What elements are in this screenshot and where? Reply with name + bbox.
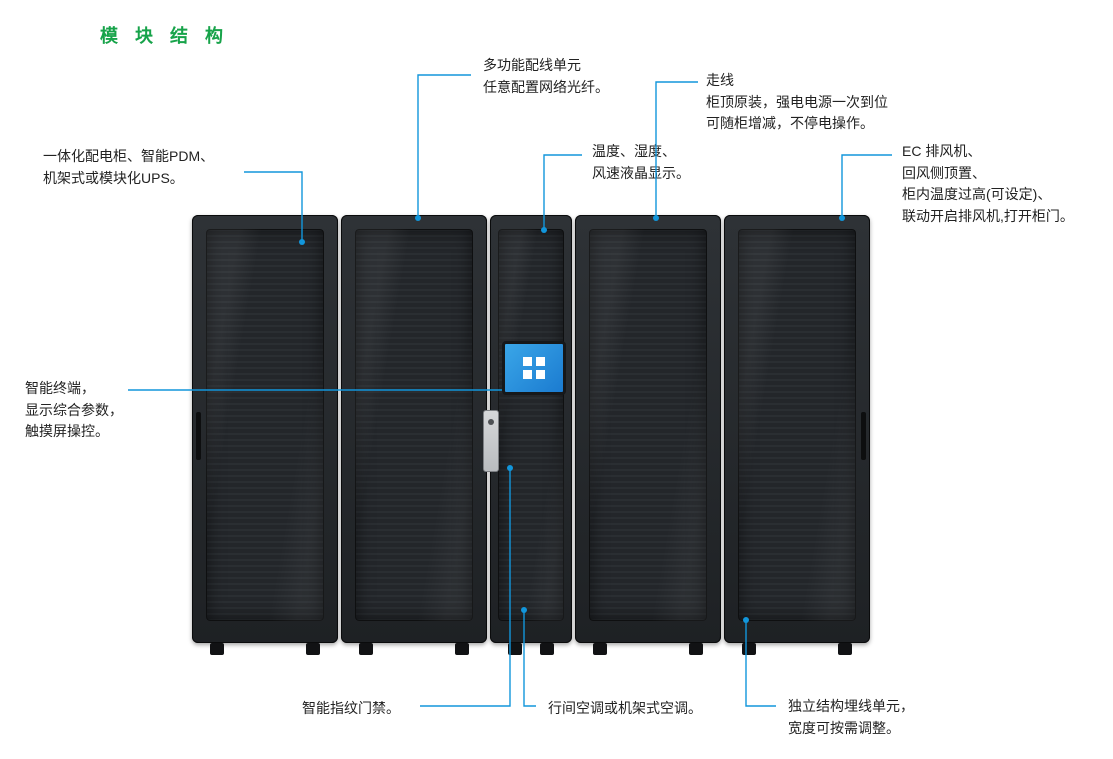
server-cabinet: [724, 215, 870, 643]
server-cabinet: [575, 215, 721, 643]
label-fingerprint: 智能指纹门禁。: [302, 698, 400, 720]
label-env-display: 温度、湿度、 风速液晶显示。: [592, 141, 690, 184]
touchscreen-display[interactable]: [502, 341, 566, 395]
label-power-cabinet: 一体化配电柜、智能PDM、 机架式或模块化UPS。: [43, 146, 214, 189]
label-aircon: 行间空调或机架式空调。: [548, 698, 702, 720]
section-title: 模 块 结 构: [100, 22, 229, 48]
label-buried-wire: 独立结构埋线单元， 宽度可按需调整。: [788, 696, 914, 739]
door-handle: [196, 412, 201, 460]
cabinet-feet: [341, 643, 487, 655]
door-handle: [861, 412, 866, 460]
fingerprint-lock[interactable]: [483, 410, 499, 472]
server-cabinet: [192, 215, 338, 643]
label-ec-fan: EC 排风机、 回风侧顶置、 柜内温度过高(可设定)、 联动开启排风机,打开柜门…: [902, 141, 1074, 228]
cabinet-feet: [192, 643, 338, 655]
server-cabinet: [490, 215, 572, 643]
windows-logo-icon: [523, 357, 545, 379]
server-cabinet: [341, 215, 487, 643]
cabinet-feet: [490, 643, 572, 655]
label-wiring-unit: 多功能配线单元 任意配置网络光纤。: [483, 55, 609, 98]
cabinet-feet: [575, 643, 721, 655]
label-smart-terminal: 智能终端， 显示综合参数， 触摸屏操控。: [25, 378, 123, 443]
diagram-stage: { "title": {"text":"模 块 结 构","x":100,"y"…: [0, 0, 1113, 759]
cabinet-row: [192, 215, 870, 643]
cabinet-feet: [724, 643, 870, 655]
label-cable-tray: 走线 柜顶原装，强电电源一次到位 可随柜增减，不停电操作。: [706, 70, 888, 135]
